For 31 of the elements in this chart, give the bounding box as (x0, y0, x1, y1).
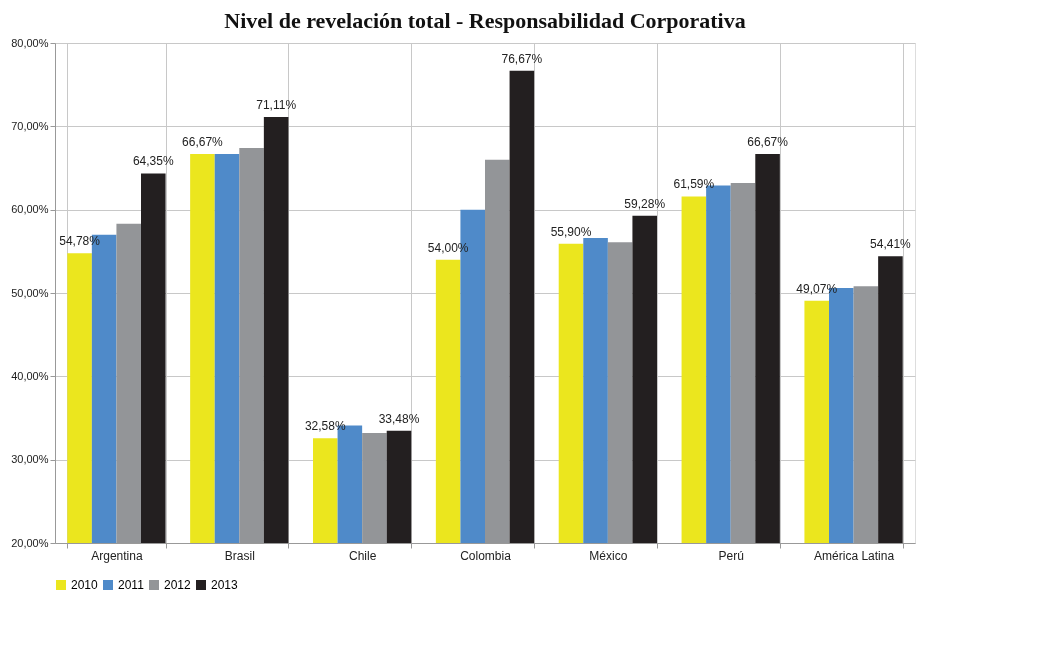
data-label: 32,58% (304, 419, 346, 434)
data-label: 49,07% (796, 281, 838, 296)
y-tick-label: 20,00% (11, 536, 49, 549)
data-label: 76,67% (501, 51, 543, 66)
data-label: 55,90% (550, 224, 592, 239)
data-label: 66,67% (182, 135, 224, 150)
data-label: 59,28% (624, 196, 666, 211)
legend-label: 2012 (164, 578, 192, 592)
x-tick-label: Colombia (460, 548, 512, 563)
x-tick-label: América Latina (814, 548, 895, 563)
y-tick-label: 40,00% (11, 369, 49, 382)
data-label: 71,11% (256, 98, 297, 113)
data-label: 66,67% (747, 135, 789, 150)
legend-label: 2011 (118, 578, 145, 592)
chart-title: Nivel de revelación total - Responsabilidad Corporativa (224, 8, 746, 33)
y-tick-label: 50,00% (11, 286, 49, 299)
y-tick-label: 80,00% (11, 36, 49, 49)
legend-label: 2013 (211, 578, 239, 592)
x-tick-label: Perú (718, 548, 744, 563)
data-label: 54,41% (870, 237, 912, 252)
x-tick-label: Brasil (224, 548, 255, 563)
y-tick-label: 70,00% (11, 119, 49, 132)
legend-label: 2010 (71, 578, 99, 592)
data-label: 64,35% (132, 154, 174, 169)
data-label: 61,59% (673, 177, 715, 192)
x-tick-label: Argentina (91, 548, 143, 563)
y-tick-label: 30,00% (11, 453, 49, 466)
x-tick-label: Chile (348, 548, 377, 563)
y-tick-label: 60,00% (11, 203, 49, 216)
x-tick-label: México (589, 548, 628, 563)
data-label: 33,48% (378, 411, 420, 426)
